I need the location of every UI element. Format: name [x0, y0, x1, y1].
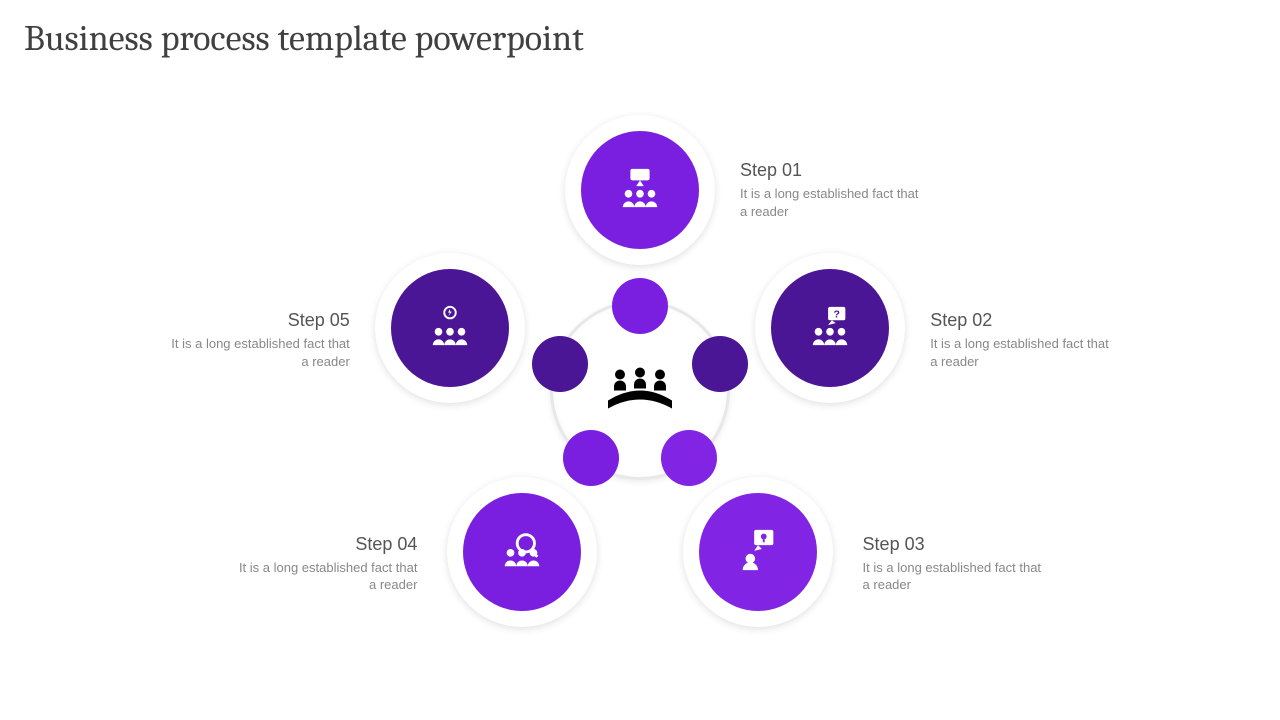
- step-title: Step 02: [930, 310, 1110, 331]
- step-desc: It is a long established fact that a rea…: [863, 559, 1043, 594]
- energy-group-icon: [427, 303, 473, 354]
- connector-bump: [692, 336, 748, 392]
- diagram-canvas: Step 01 It is a long established fact tha…: [0, 0, 1280, 720]
- step-node-1: [565, 115, 715, 265]
- step-title: Step 03: [863, 534, 1043, 555]
- step-text-3: Step 03 It is a long established fact tha…: [863, 534, 1043, 594]
- search-group-icon: [499, 526, 545, 577]
- connector-bump: [612, 278, 668, 334]
- step-node-5: [375, 253, 525, 403]
- meeting-table-icon: [600, 358, 680, 423]
- idea-person-icon: [735, 526, 781, 577]
- step-circle: [699, 493, 817, 611]
- step-circle: [391, 269, 509, 387]
- question-group-icon: [807, 303, 853, 354]
- step-node-2: [755, 253, 905, 403]
- connector-bump: [532, 336, 588, 392]
- step-text-5: Step 05 It is a long established fact tha…: [170, 310, 350, 370]
- step-node-4: [447, 477, 597, 627]
- step-desc: It is a long established fact that a rea…: [740, 185, 920, 220]
- step-desc: It is a long established fact that a rea…: [170, 335, 350, 370]
- step-desc: It is a long established fact that a rea…: [237, 559, 417, 594]
- step-node-3: [683, 477, 833, 627]
- step-title: Step 05: [170, 310, 350, 331]
- step-title: Step 04: [237, 534, 417, 555]
- step-text-4: Step 04 It is a long established fact tha…: [237, 534, 417, 594]
- step-circle: [581, 131, 699, 249]
- presentation-group-icon: [617, 165, 663, 216]
- step-circle: [771, 269, 889, 387]
- step-desc: It is a long established fact that a rea…: [930, 335, 1110, 370]
- step-circle: [463, 493, 581, 611]
- connector-bump: [661, 430, 717, 486]
- step-text-2: Step 02 It is a long established fact tha…: [930, 310, 1110, 370]
- connector-bump: [563, 430, 619, 486]
- step-text-1: Step 01 It is a long established fact tha…: [740, 160, 920, 220]
- step-title: Step 01: [740, 160, 920, 181]
